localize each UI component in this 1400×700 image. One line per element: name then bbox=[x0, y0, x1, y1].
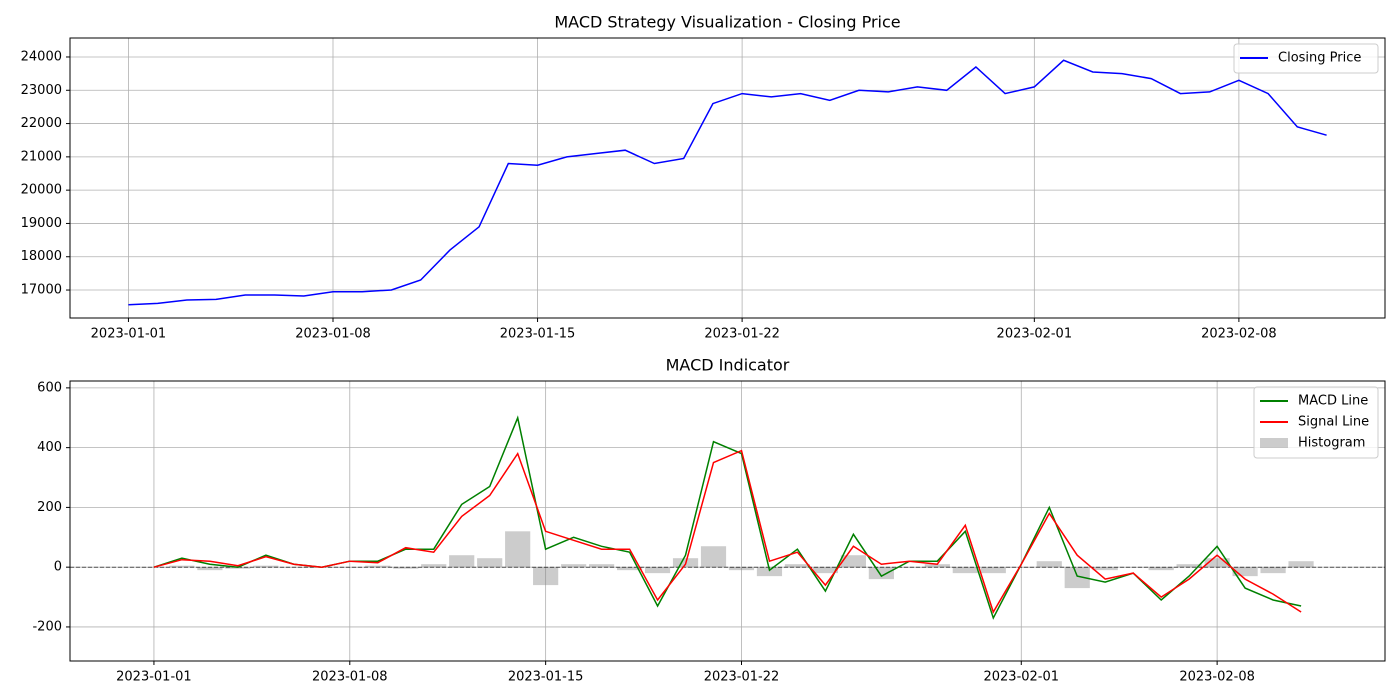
x-tick-label: 2023-01-15 bbox=[500, 327, 576, 342]
x-tick-label: 2023-01-22 bbox=[704, 670, 780, 685]
histogram-bar bbox=[169, 565, 195, 568]
x-tick-label: 2023-02-08 bbox=[1179, 670, 1255, 685]
histogram-bar bbox=[756, 567, 783, 577]
y-tick-label: 600 bbox=[37, 380, 62, 395]
histogram-bar bbox=[616, 567, 643, 571]
histogram-bar bbox=[421, 564, 447, 568]
y-tick-label: 18000 bbox=[21, 249, 62, 264]
histogram-bar bbox=[896, 567, 922, 568]
histogram-bar bbox=[1064, 567, 1090, 589]
histogram-bar bbox=[924, 564, 950, 568]
x-tick-label: 2023-01-15 bbox=[508, 670, 584, 685]
histogram-bar bbox=[505, 531, 531, 568]
histogram-bar bbox=[1176, 564, 1202, 568]
y-tick-label: 21000 bbox=[21, 149, 62, 164]
x-tick-label: 2023-01-01 bbox=[116, 670, 192, 685]
legend-label: MACD Line bbox=[1298, 394, 1368, 409]
y-tick-label: 22000 bbox=[21, 116, 62, 131]
histogram-bar bbox=[477, 558, 503, 568]
histogram-bar bbox=[141, 567, 167, 568]
legend-swatch bbox=[1260, 438, 1288, 448]
histogram-bar bbox=[952, 567, 978, 574]
y-tick-label: 17000 bbox=[21, 283, 62, 298]
legend-box bbox=[1253, 386, 1379, 459]
histogram-bar bbox=[561, 564, 587, 568]
histogram-bar bbox=[840, 555, 866, 568]
x-tick-label: 2023-02-01 bbox=[997, 327, 1073, 342]
histogram-bar bbox=[644, 567, 671, 574]
x-tick-label: 2023-01-08 bbox=[312, 670, 388, 685]
data-line bbox=[128, 59, 1327, 306]
x-tick-label: 2023-02-08 bbox=[1201, 327, 1277, 342]
plot-frame bbox=[69, 37, 1386, 319]
histogram-bar bbox=[197, 567, 223, 571]
x-tick-label: 2023-01-01 bbox=[91, 327, 167, 342]
y-tick-label: 24000 bbox=[21, 49, 62, 64]
data-line bbox=[153, 449, 1302, 614]
y-tick-label: 19000 bbox=[21, 216, 62, 231]
histogram-bar bbox=[1036, 561, 1062, 568]
x-tick-label: 2023-02-01 bbox=[983, 670, 1059, 685]
legend-label: Signal Line bbox=[1298, 415, 1369, 430]
y-tick-label: 20000 bbox=[21, 183, 62, 198]
histogram-bar bbox=[589, 564, 615, 568]
histogram-bar bbox=[868, 567, 894, 580]
histogram-bar bbox=[700, 546, 727, 568]
histogram-bar bbox=[449, 555, 475, 568]
histogram-bar bbox=[393, 567, 419, 569]
histogram-bar bbox=[365, 565, 391, 568]
legend: Closing Price bbox=[1233, 43, 1379, 74]
histogram-bar bbox=[1148, 567, 1174, 571]
legend-label: Histogram bbox=[1298, 436, 1365, 451]
legend-box bbox=[1233, 43, 1379, 74]
histogram-bar bbox=[1288, 561, 1314, 568]
chart-title: MACD Strategy Visualization - Closing Pr… bbox=[554, 13, 900, 32]
histogram-bar bbox=[1232, 567, 1258, 577]
y-tick-label: 200 bbox=[37, 500, 62, 515]
chart-title: MACD Indicator bbox=[666, 356, 790, 375]
histogram-bar bbox=[253, 565, 279, 568]
x-tick-label: 2023-01-22 bbox=[704, 327, 780, 342]
histogram-bar bbox=[728, 567, 755, 571]
histogram-bar bbox=[980, 567, 1006, 574]
histogram-bar bbox=[812, 567, 839, 574]
legend-label: Closing Price bbox=[1278, 51, 1361, 66]
histogram-bar bbox=[533, 567, 559, 586]
histogram-bar bbox=[784, 564, 811, 568]
histogram-bar bbox=[1260, 567, 1286, 574]
y-tick-label: -200 bbox=[32, 619, 62, 634]
y-tick-label: 400 bbox=[37, 440, 62, 455]
y-tick-label: 0 bbox=[54, 560, 62, 575]
histogram-bar bbox=[1092, 567, 1118, 571]
plot-frame bbox=[69, 380, 1386, 662]
histogram-bar bbox=[1204, 558, 1230, 568]
x-tick-label: 2023-01-08 bbox=[295, 327, 371, 342]
legend: MACD Line Signal Line Histogram bbox=[1253, 386, 1379, 459]
y-tick-label: 23000 bbox=[21, 83, 62, 98]
